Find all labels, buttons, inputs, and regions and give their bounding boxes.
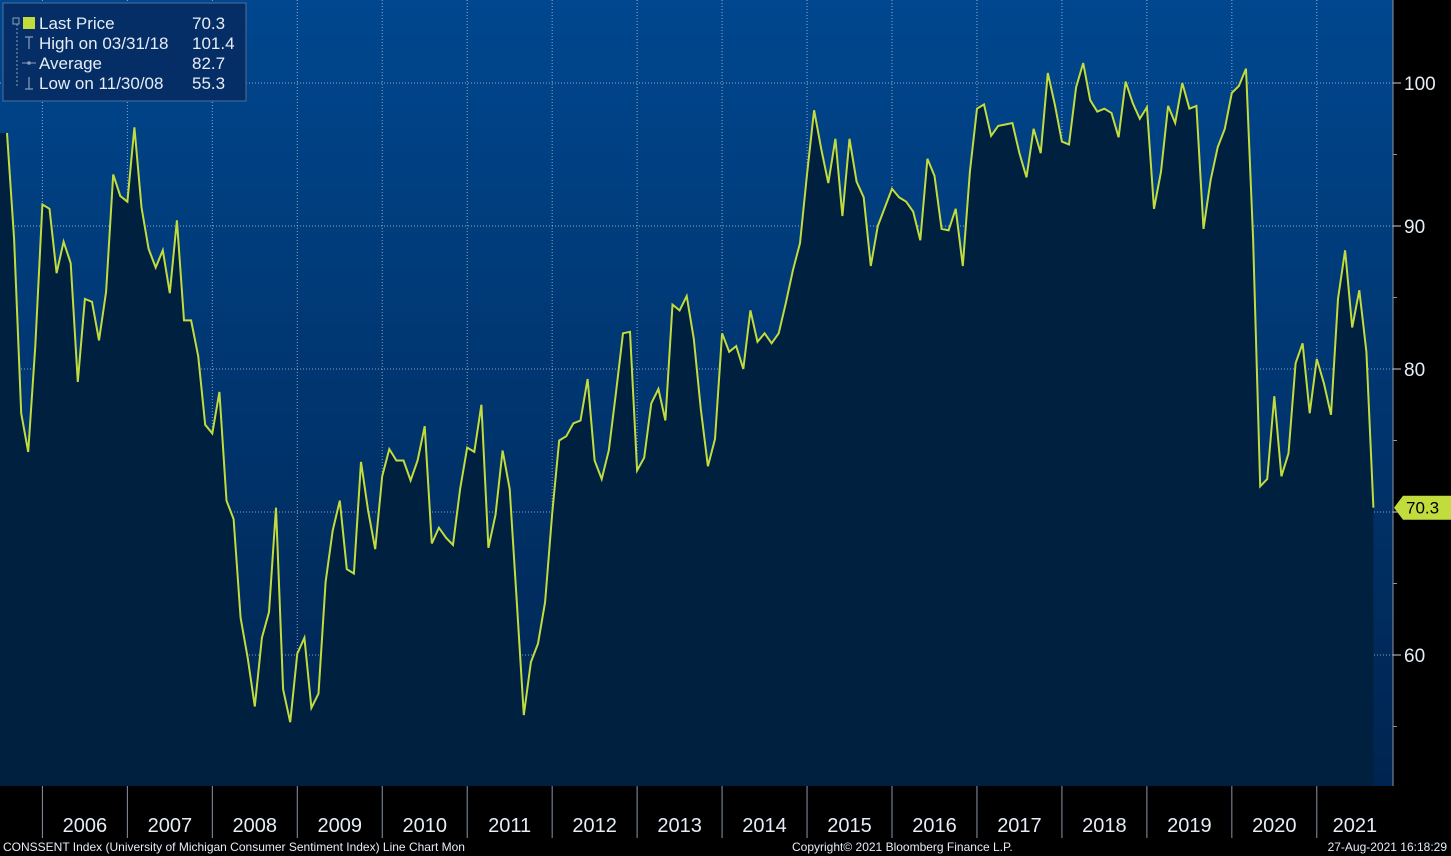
legend-last-price-label: Last Price — [39, 14, 115, 33]
legend-high-label: High on 03/31/18 — [39, 34, 169, 53]
year-label: 2016 — [912, 815, 957, 837]
year-label: 2017 — [997, 815, 1042, 837]
legend-last-price-value: 70.3 — [192, 14, 225, 33]
axis-background — [1393, 0, 1451, 786]
legend-icons — [12, 17, 36, 90]
year-label: 2012 — [572, 815, 617, 837]
y-axis: 60 80 90 100 — [1392, 0, 1436, 786]
legend-high-value: 101.4 — [192, 34, 235, 53]
y-tick-label: 80 — [1404, 360, 1425, 381]
y-tick-label: 100 — [1404, 74, 1436, 95]
footer-left: CONSSENT Index (University of Michigan C… — [3, 840, 465, 854]
year-label: 2018 — [1082, 815, 1127, 837]
legend-average-label: Average — [39, 54, 102, 73]
area-fill — [0, 63, 1374, 786]
series-line — [6, 62, 1375, 723]
last-value-tag: 70.3 — [1394, 495, 1451, 520]
year-label: 2006 — [63, 815, 108, 837]
y-tick-label: 60 — [1404, 646, 1425, 667]
year-label: 2007 — [148, 815, 193, 837]
legend-average-value: 82.7 — [192, 54, 225, 73]
year-label: 2015 — [827, 815, 872, 837]
year-label: 2019 — [1167, 815, 1212, 837]
y-tick-label: 90 — [1404, 217, 1425, 238]
year-label: 2014 — [742, 815, 787, 837]
last-value-text: 70.3 — [1406, 499, 1439, 518]
year-label: 2021 — [1333, 815, 1378, 837]
year-label: 2008 — [233, 815, 278, 837]
x-axis-years: 2006 2007 2008 2009 2010 2011 2012 2013 2014 2015… — [41, 786, 1378, 838]
year-label: 2009 — [318, 815, 363, 837]
year-label: 2020 — [1252, 815, 1297, 837]
collapse-toggle-icon — [12, 17, 20, 25]
filled-square-icon — [23, 17, 35, 29]
last-value-badge — [1394, 495, 1451, 520]
year-label: 2013 — [657, 815, 702, 837]
year-label: 2010 — [402, 815, 447, 837]
footer-strip — [0, 838, 1451, 856]
legend-low-label: Low on 11/30/08 — [39, 74, 163, 93]
legend-low-value: 55.3 — [192, 74, 225, 93]
legend-box: Last Price 70.3 High on 03/31/18 101.4 A… — [2, 2, 247, 102]
footer-right: 27-Aug-2021 16:18:29 — [1328, 840, 1448, 854]
footer-center: Copyright© 2021 Bloomberg Finance L.P. — [792, 840, 1013, 854]
year-strip — [0, 786, 1451, 838]
average-marker-dot — [27, 61, 31, 65]
year-label: 2011 — [488, 815, 531, 837]
legend-background — [2, 2, 247, 102]
